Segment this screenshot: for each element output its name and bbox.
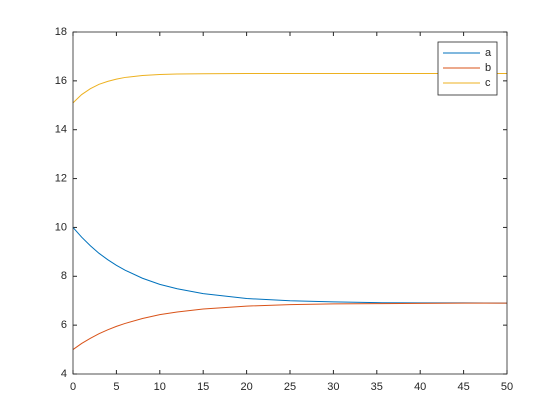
- plot-area: [73, 32, 507, 374]
- y-tick-label: 14: [55, 124, 67, 136]
- y-tick-label: 18: [55, 26, 67, 38]
- x-tick-label: 45: [457, 381, 469, 393]
- x-tick-label: 10: [154, 381, 166, 393]
- x-tick-label: 0: [70, 381, 76, 393]
- y-tick-label: 6: [61, 319, 67, 331]
- y-tick-label: 8: [61, 270, 67, 282]
- x-tick-label: 40: [414, 381, 426, 393]
- legend-label: c: [485, 77, 491, 89]
- x-tick-label: 50: [501, 381, 513, 393]
- x-tick-label: 20: [240, 381, 252, 393]
- y-tick-label: 16: [55, 75, 67, 87]
- series-line: [72, 227, 508, 304]
- y-tick-label: 10: [55, 221, 67, 233]
- y-tick-label: 4: [61, 368, 67, 380]
- y-tick-label: 12: [55, 172, 67, 184]
- legend-label: b: [485, 62, 491, 74]
- x-tick-label: 25: [284, 381, 296, 393]
- x-tick-label: 15: [197, 381, 209, 393]
- legend-label: a: [485, 47, 492, 59]
- series-line: [72, 302, 507, 350]
- x-tick-label: 5: [113, 381, 119, 393]
- series-line: [72, 73, 507, 104]
- x-tick-label: 35: [371, 381, 383, 393]
- axes-box: [72, 31, 508, 375]
- x-tick-label: 30: [327, 381, 339, 393]
